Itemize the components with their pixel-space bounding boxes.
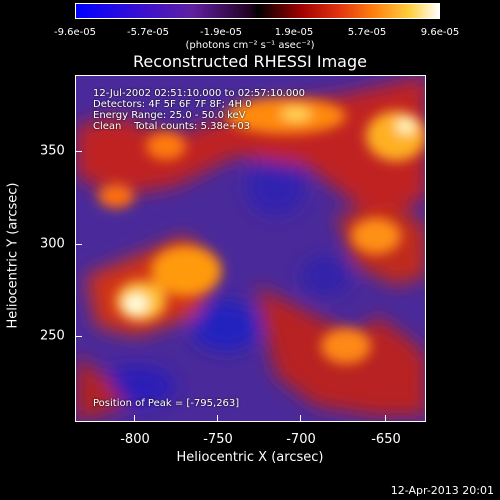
colorbar-tick: 9.6e-05 — [420, 27, 460, 38]
colorbar — [75, 3, 440, 19]
x-tick-label: -750 — [203, 432, 233, 447]
colorbar-tick: 5.7e-05 — [347, 27, 387, 38]
rhessi-image — [75, 75, 426, 422]
x-tick-label: -700 — [286, 432, 316, 447]
y-tick-mark — [75, 244, 82, 245]
y-tick-label: 300 — [40, 236, 65, 252]
colorbar-units: (photons cm⁻² s⁻¹ asec⁻²) — [185, 40, 315, 51]
colorbar-tick: -9.6e-05 — [54, 27, 96, 38]
colorbar-tick: 1.9e-05 — [274, 27, 314, 38]
rhessi-image-map — [76, 76, 425, 421]
x-tick-label: -650 — [371, 432, 401, 447]
colorbar-tick: -5.7e-05 — [127, 27, 169, 38]
peak-position: Position of Peak = [-795,263] — [93, 398, 240, 409]
x-tick-mark — [217, 415, 218, 422]
datestamp: 12-Apr-2013 20:01 — [390, 484, 494, 497]
x-tick-label: -800 — [120, 432, 150, 447]
y-tick-mark — [75, 336, 82, 337]
y-axis-label: Heliocentric Y (arcsec) — [5, 182, 21, 329]
info-time: 12-Jul-2002 02:51:10.000 to 02:57:10.000 — [93, 88, 305, 99]
info-detectors: Detectors: 4F 5F 6F 7F 8F; 4H 0 — [93, 99, 252, 110]
y-tick-mark — [75, 151, 82, 152]
y-tick-label: 350 — [40, 143, 65, 159]
x-tick-mark — [134, 415, 135, 422]
colorbar-tick: -1.9e-05 — [200, 27, 242, 38]
x-axis-label: Heliocentric X (arcsec) — [176, 450, 324, 465]
plot-title: Reconstructed RHESSI Image — [133, 52, 367, 71]
x-tick-mark — [385, 415, 386, 422]
info-clean: Clean Total counts: 5.38e+03 — [93, 121, 251, 132]
x-tick-mark — [300, 415, 301, 422]
info-energy: Energy Range: 25.0 - 50.0 keV — [93, 110, 246, 121]
y-tick-label: 250 — [40, 328, 65, 344]
